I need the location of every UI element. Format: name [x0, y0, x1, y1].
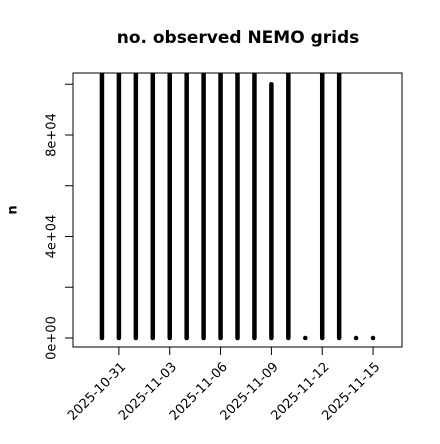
- y-tick-label: 4e+04: [45, 215, 60, 259]
- y-tick-label: 8e+04: [45, 113, 60, 157]
- bars: [99, 73, 376, 341]
- chart-title: no. observed NEMO grids: [117, 28, 360, 48]
- y-axis-label: n: [6, 205, 21, 214]
- y-tick-label: 0e+00: [45, 316, 60, 360]
